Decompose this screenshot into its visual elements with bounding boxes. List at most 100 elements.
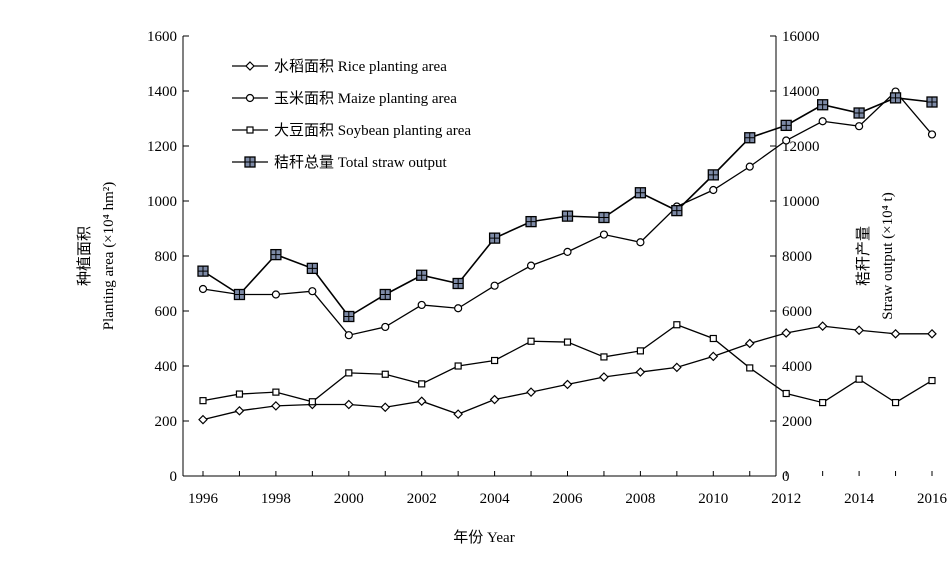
left-y-tick-label: 400 — [155, 359, 178, 375]
series-line — [202, 324, 933, 404]
data-point — [308, 287, 317, 296]
data-point — [854, 325, 864, 336]
data-point — [889, 92, 902, 104]
legend-label: 玉米面积 Maize planting area — [274, 90, 457, 107]
data-point — [526, 387, 536, 397]
data-point — [819, 398, 827, 407]
series-3 — [197, 92, 938, 323]
data-point — [345, 369, 353, 377]
right-y-tick-label: 4000 — [782, 359, 812, 375]
right-y-axis-title-en: Straw output (×10⁴ t) — [880, 192, 896, 319]
data-point — [233, 288, 246, 301]
data-point — [344, 331, 353, 340]
right-y-axis-title-cn: 秸秆产量 — [855, 226, 872, 286]
x-tick-label: 1998 — [261, 491, 291, 507]
right-y-tick-label: 2000 — [782, 414, 812, 430]
legend-marker — [244, 156, 256, 168]
data-point — [488, 232, 501, 244]
data-point — [234, 405, 245, 416]
left-y-tick-label: 1600 — [147, 29, 177, 45]
data-point — [490, 281, 499, 290]
data-point — [197, 265, 209, 277]
data-point — [634, 187, 647, 199]
x-tick-label: 2004 — [480, 491, 511, 507]
data-point — [818, 117, 827, 126]
right-y-tick-label: 12000 — [782, 139, 820, 155]
data-point — [928, 376, 936, 385]
x-tick-label: 2000 — [334, 491, 364, 507]
legend-label: 秸秆总量 Total straw output — [274, 154, 448, 171]
data-point — [709, 334, 717, 343]
legend-entry: 大豆面积 Soybean planting area — [232, 122, 471, 139]
x-tick-label: 1996 — [188, 491, 219, 507]
data-point — [272, 388, 280, 396]
data-point — [891, 398, 900, 407]
x-tick-label: 2014 — [844, 491, 875, 507]
data-point — [270, 248, 282, 261]
data-point — [452, 277, 464, 290]
data-point — [525, 215, 537, 228]
data-point — [780, 119, 792, 132]
data-point — [563, 247, 572, 256]
data-point — [781, 328, 792, 338]
legend: 水稻面积 Rice planting area 玉米面积 Maize planti… — [232, 58, 471, 171]
data-point — [271, 290, 280, 299]
data-point — [927, 130, 937, 139]
data-point — [416, 269, 428, 281]
data-point — [454, 304, 463, 313]
data-point — [782, 389, 790, 398]
x-axis-title: 年份 Year — [453, 529, 514, 546]
right-y-tick-label: 6000 — [782, 304, 812, 320]
data-point — [709, 185, 718, 195]
data-point — [381, 370, 389, 378]
data-point — [636, 347, 645, 355]
left-y-tick-label: 1000 — [147, 194, 177, 210]
right-y-tick-label: 10000 — [782, 194, 820, 210]
data-point — [854, 122, 864, 131]
data-point — [707, 169, 719, 181]
data-point — [418, 380, 426, 388]
data-point — [489, 394, 500, 405]
data-point — [416, 396, 427, 407]
legend-marker — [246, 126, 254, 134]
left-y-tick-label: 1200 — [147, 139, 177, 155]
x-tick-label: 2012 — [771, 491, 801, 507]
x-tick-label: 2002 — [407, 491, 437, 507]
data-point — [746, 364, 754, 372]
left-y-tick-label: 200 — [155, 414, 178, 430]
data-point — [526, 261, 536, 270]
legend-marker — [245, 61, 255, 71]
data-point — [343, 310, 355, 323]
data-point — [417, 300, 426, 310]
data-point — [782, 136, 791, 145]
data-point — [673, 321, 681, 329]
right-y-tick-label: 14000 — [782, 84, 820, 100]
data-point — [927, 328, 937, 339]
data-point — [527, 337, 535, 345]
data-point — [635, 367, 646, 377]
series-0 — [198, 321, 937, 425]
left-y-tick-label: 0 — [170, 469, 178, 485]
left-y-axis-title-cn: 种植面积 — [76, 226, 93, 286]
data-point — [600, 353, 608, 361]
data-point — [855, 375, 863, 383]
right-y-tick-label: 0 — [782, 469, 790, 485]
data-point — [198, 414, 208, 425]
data-point — [563, 338, 572, 346]
right-y-tick-label: 16000 — [782, 29, 820, 45]
data-point — [890, 328, 901, 339]
data-point — [235, 390, 244, 398]
legend-label: 水稻面积 Rice planting area — [274, 58, 447, 75]
series-2 — [199, 321, 936, 407]
x-tick-label: 2006 — [553, 491, 584, 507]
legend-label: 大豆面积 Soybean planting area — [274, 122, 471, 139]
left-y-tick-label: 600 — [155, 304, 178, 320]
data-point — [598, 211, 610, 224]
data-point — [379, 288, 391, 301]
x-tick-label: 2010 — [698, 491, 728, 507]
data-point — [308, 398, 316, 406]
data-point — [343, 399, 354, 410]
legend-marker — [245, 93, 255, 103]
axes: 0200400600800100012001400160002000400060… — [147, 29, 948, 507]
